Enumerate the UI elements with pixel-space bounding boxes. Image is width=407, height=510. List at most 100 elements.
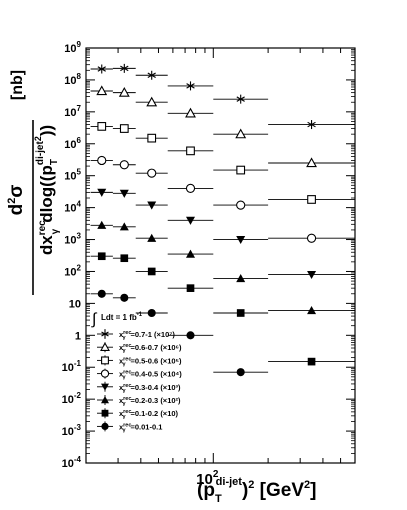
marker-triangle — [236, 274, 246, 283]
y-tick-label: 107 — [64, 104, 81, 119]
y-tick-label: 105 — [64, 168, 81, 183]
marker-triangle — [101, 396, 109, 404]
plot-frame — [85, 47, 356, 464]
marker-star — [186, 81, 195, 91]
marker-square-open — [119, 124, 129, 133]
legend: xrec γ =0.7-1 (×10⁷) xrec γ =0.6-0.7 (×10⁶) xr… — [97, 329, 182, 433]
integral-sign: ∫ — [91, 311, 98, 328]
marker-star-stroke — [236, 96, 245, 102]
marker-triangle-open — [235, 128, 247, 139]
marker-circle-open — [97, 155, 107, 166]
y-tick-label: 10-2 — [62, 391, 82, 406]
marker-square — [101, 409, 109, 417]
marker-triangle-open — [185, 107, 196, 118]
marker-square — [97, 252, 106, 261]
marker-square-open — [236, 165, 246, 175]
marker-triangle — [119, 222, 129, 231]
marker-star-stroke — [307, 121, 316, 128]
marker-circle-open — [236, 200, 246, 210]
legend-label: xrec γ =0.2-0.3 (×10²) — [119, 396, 181, 407]
marker-star — [97, 64, 106, 74]
marker-square — [186, 284, 195, 292]
marker-triangle-down — [186, 216, 196, 225]
series-triangle-down — [90, 188, 355, 280]
y-tick-label: 106 — [64, 136, 81, 151]
y-tick-label: 103 — [64, 232, 81, 247]
series-square-open — [90, 122, 355, 204]
lumi-text: Ldt = 1 fb-1 — [101, 312, 143, 322]
x-axis: 102 — [85, 48, 356, 488]
y-tick-label: 102 — [64, 263, 81, 278]
marker-triangle-down — [119, 189, 129, 198]
marker-triangle — [147, 233, 157, 242]
marker-star-stroke — [101, 331, 109, 337]
marker-star — [101, 330, 109, 338]
marker-star — [120, 63, 129, 73]
marker-square-open — [101, 356, 109, 365]
marker-triangle — [186, 249, 196, 258]
marker-circle — [236, 368, 245, 377]
marker-triangle-down — [101, 383, 109, 391]
marker-circle-open — [306, 233, 317, 243]
marker-circle-open — [185, 183, 196, 193]
marker-circle — [186, 331, 195, 340]
legend-label: xrec γ =0.7-1 (×10⁷) — [119, 330, 175, 341]
legend-label: xrec γ =0.1-0.2 (×10) — [119, 409, 179, 420]
marker-triangle — [97, 220, 107, 229]
series-square — [90, 252, 355, 366]
marker-triangle-open — [96, 85, 108, 96]
marker-square — [120, 254, 129, 263]
ylabel-unit: [nb] — [9, 70, 26, 100]
x-tick-label: 102 — [196, 469, 219, 488]
series-circle — [90, 289, 269, 377]
marker-square-open — [186, 146, 195, 156]
y-tick-label: 10-3 — [62, 423, 82, 438]
legend-label: xrec γ =0.01-0.1 — [119, 422, 162, 433]
marker-circle-open — [100, 369, 110, 378]
marker-circle-open — [119, 160, 129, 170]
y-tick-label: 108 — [64, 72, 81, 87]
marker-square-open — [97, 122, 107, 131]
marker-star-stroke — [97, 66, 106, 72]
marker-triangle-down — [147, 201, 157, 210]
marker-square-open — [307, 195, 316, 204]
series-star — [90, 63, 355, 130]
legend-label: xrec γ =0.4-0.5 (×10⁴) — [119, 370, 182, 381]
marker-square — [307, 357, 316, 366]
ylabel-bottom: dxrec γdlog((pTdi-jet2)) — [33, 125, 61, 255]
y-tick-label: 10 — [69, 298, 81, 310]
y-axis: 10910810710610510410310210110-110-210-31… — [62, 40, 355, 470]
marker-triangle-open — [118, 86, 130, 97]
marker-circle — [101, 422, 109, 430]
y-tick-label: 104 — [64, 200, 81, 215]
legend-label: xrec γ =0.5-0.6 (×10⁵) — [119, 356, 182, 367]
y-tick-label: 109 — [64, 40, 81, 55]
marker-star-stroke — [186, 83, 195, 89]
data-series — [90, 63, 355, 377]
marker-triangle — [307, 305, 317, 315]
marker-triangle-open — [306, 157, 317, 168]
marker-star — [147, 70, 156, 80]
marker-star-stroke — [120, 65, 129, 72]
marker-square — [236, 309, 245, 317]
marker-square-open — [147, 133, 157, 143]
ylabel-top: d2σ — [6, 185, 27, 216]
marker-star — [307, 120, 316, 130]
y-tick-label: 10-1 — [62, 359, 82, 374]
marker-square — [147, 267, 156, 276]
y-tick-label: 1 — [75, 330, 81, 342]
marker-triangle-down — [236, 235, 246, 245]
marker-triangle-open — [146, 96, 158, 107]
series-circle-open — [90, 155, 355, 243]
y-axis-title: d2σ dxrec γdlog((pTdi-jet2)) [nb] — [6, 70, 61, 295]
marker-circle — [120, 293, 129, 302]
marker-triangle-down — [307, 270, 317, 280]
marker-star — [236, 94, 245, 104]
marker-circle — [97, 289, 106, 298]
series-triangle — [90, 220, 355, 315]
legend-label: xrec γ =0.6-0.7 (×10⁶) — [119, 343, 182, 354]
y-tick-label: 10-4 — [62, 455, 82, 470]
series-triangle-open — [90, 85, 355, 168]
marker-triangle-open — [100, 342, 110, 351]
